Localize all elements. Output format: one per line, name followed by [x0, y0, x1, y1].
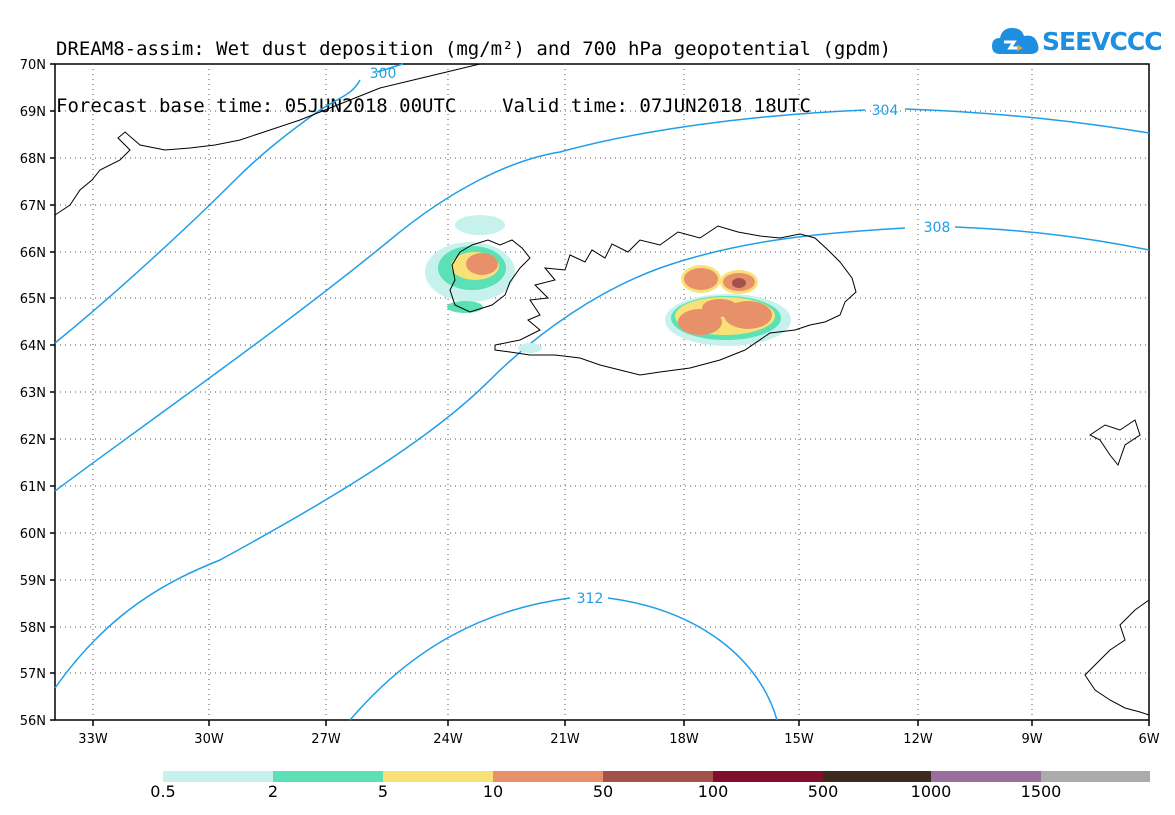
- colorbar-swatch: [273, 771, 383, 782]
- colorbar-swatch: [493, 771, 603, 782]
- lat-label: 59N: [20, 574, 46, 589]
- colorbar-swatch: [163, 771, 273, 782]
- lon-label: 9W: [1021, 732, 1042, 747]
- lon-label: 33W: [78, 732, 108, 747]
- colorbar-label: 2: [267, 782, 279, 801]
- colorbar-label: 50: [592, 782, 614, 801]
- seevccc-logo: SEEVCCC: [990, 20, 1163, 60]
- lon-label: 21W: [550, 732, 580, 747]
- cloud-icon: [992, 28, 1039, 54]
- westfjords-coastline: [449, 239, 531, 313]
- colorbar-label: 1500: [1020, 782, 1062, 801]
- lat-label: 65N: [20, 292, 46, 307]
- colorbar-label: 0.5: [150, 782, 176, 801]
- greenland-coastline: [54, 63, 481, 216]
- lat-label: 69N: [20, 105, 46, 120]
- lat-label: 63N: [20, 386, 46, 401]
- contour-labels: 300 304 308 312: [370, 66, 951, 607]
- lon-label: 15W: [784, 732, 814, 747]
- contour-line-300-a: [54, 79, 361, 344]
- lon-label: 6W: [1138, 732, 1159, 747]
- lat-label: 70N: [20, 58, 46, 73]
- lat-label: 68N: [20, 152, 46, 167]
- dust-deposition-shading: [425, 215, 791, 353]
- colorbar-swatch: [823, 771, 931, 782]
- graticule: [55, 64, 1149, 720]
- lat-label: 64N: [20, 339, 46, 354]
- contour-label-312: 312: [577, 591, 604, 607]
- contour-label-308: 308: [924, 220, 951, 236]
- contour-line-304-b: [904, 108, 1150, 134]
- lat-label: 58N: [20, 621, 46, 636]
- lat-label: 61N: [20, 480, 46, 495]
- colorbar-label: 10: [482, 782, 504, 801]
- contour-line-312-b: [607, 597, 778, 721]
- lon-label: 30W: [194, 732, 224, 747]
- colorbar: [163, 771, 1150, 782]
- scandinavia-coastline: [1089, 419, 1141, 467]
- title-line-1: DREAM8-assim: Wet dust deposition (mg/m²…: [56, 38, 892, 60]
- colorbar-label: 100: [697, 782, 729, 801]
- lon-label: 24W: [433, 732, 463, 747]
- lon-label: 27W: [311, 732, 341, 747]
- contour-line-300-b: [376, 63, 404, 73]
- logo-text: SEEVCCC: [1042, 27, 1163, 56]
- lat-label: 67N: [20, 199, 46, 214]
- map-frame: [54, 63, 1150, 721]
- contour-line-308-a: [54, 227, 906, 689]
- lat-label: 62N: [20, 433, 46, 448]
- lat-label: 57N: [20, 667, 46, 682]
- coastlines: [54, 63, 1150, 716]
- axis-ticks: [50, 63, 1150, 726]
- colorbar-swatch: [383, 771, 493, 782]
- colorbar-label: 5: [377, 782, 389, 801]
- lon-label: 18W: [669, 732, 699, 747]
- norway-coastline: [1084, 599, 1150, 716]
- colorbar-swatch: [713, 771, 823, 782]
- iceland-coastline: [494, 225, 857, 376]
- contour-label-300: 300: [370, 66, 397, 82]
- contour-line-312-a: [349, 597, 571, 721]
- colorbar-swatch: [1041, 771, 1150, 782]
- colorbar-label: 1000: [910, 782, 952, 801]
- latitude-labels: 70N 69N 68N 67N 66N 65N 64N 63N 62N 61N …: [20, 58, 46, 729]
- longitude-labels: 33W 30W 27W 24W 21W 18W 15W 12W 9W 6W: [78, 732, 1159, 747]
- geopotential-contours: [54, 63, 1150, 721]
- lat-label: 60N: [20, 527, 46, 542]
- lat-label: 66N: [20, 246, 46, 261]
- lat-label: 56N: [20, 714, 46, 729]
- colorbar-swatch: [931, 771, 1041, 782]
- contour-line-304-a: [54, 109, 866, 492]
- colorbar-swatch: [603, 771, 713, 782]
- lon-label: 12W: [903, 732, 933, 747]
- contour-line-308-b: [954, 226, 1150, 251]
- colorbar-label: 500: [807, 782, 839, 801]
- contour-label-304: 304: [872, 103, 899, 119]
